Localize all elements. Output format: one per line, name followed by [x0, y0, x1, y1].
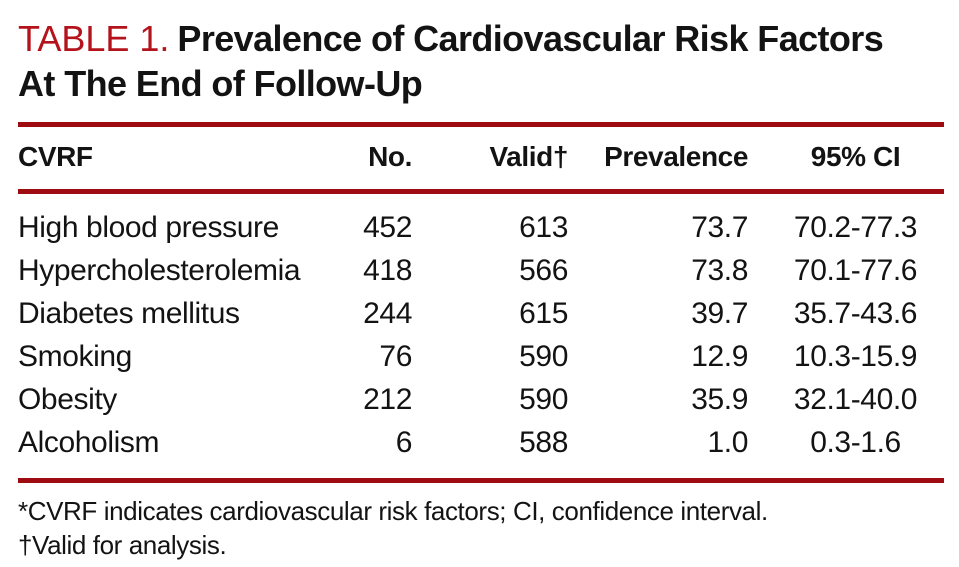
cell-risk-factor: Hypercholesterolemia: [18, 254, 301, 287]
table-row: Smoking 76 590 12.9 10.3-15.9: [18, 335, 944, 378]
footnotes: *CVRF indicates cardiovascular risk fact…: [18, 494, 944, 562]
title-line-1: TABLE 1. Prevalence of Cardiovascular Ris…: [18, 16, 944, 61]
table-number-label: TABLE 1.: [18, 18, 170, 59]
cell-ci: 70.1-77.6: [793, 254, 918, 287]
column-header-cvrf: CVRF: [18, 141, 93, 172]
table-row: Alcoholism 6 588 1.0 0.3-1.6: [18, 421, 944, 481]
cell-valid: 588: [519, 426, 568, 459]
cell-prevalence: 35.9: [691, 383, 748, 416]
cell-valid: 615: [519, 297, 568, 330]
column-header-no: No.: [368, 141, 412, 172]
cell-risk-factor: Obesity: [18, 383, 117, 416]
column-header-prevalence: Prevalence: [604, 141, 748, 172]
cell-ci: 35.7-43.6: [793, 297, 918, 330]
cell-ci: 32.1-40.0: [793, 383, 918, 416]
cell-no: 244: [363, 297, 412, 330]
cell-risk-factor: High blood pressure: [18, 211, 279, 244]
table-title: TABLE 1. Prevalence of Cardiovascular Ris…: [18, 16, 944, 106]
column-header-valid: Valid†: [489, 141, 568, 172]
cell-risk-factor: Alcoholism: [18, 426, 160, 459]
cell-no: 418: [363, 254, 412, 287]
cell-prevalence: 39.7: [691, 297, 748, 330]
cvrf-table: CVRF No. Valid† Prevalence 95% CI High b…: [18, 122, 944, 483]
cell-valid: 613: [519, 211, 568, 244]
cell-risk-factor: Diabetes mellitus: [18, 297, 240, 330]
cell-ci: 10.3-15.9: [793, 340, 918, 373]
table-row: High blood pressure 452 613 73.7 70.2-77…: [18, 192, 944, 250]
cell-prevalence: 12.9: [691, 340, 748, 373]
table-row: Diabetes mellitus 244 615 39.7 35.7-43.6: [18, 292, 944, 335]
cell-valid: 566: [519, 254, 568, 287]
cell-ci: 70.2-77.3: [793, 211, 918, 244]
cell-valid: 590: [519, 340, 568, 373]
cell-ci: 0.3-1.6: [810, 426, 901, 459]
cell-no: 452: [363, 211, 412, 244]
table-row: Obesity 212 590 35.9 32.1-40.0: [18, 378, 944, 421]
footnote-valid: †Valid for analysis.: [18, 530, 227, 560]
header-row: CVRF No. Valid† Prevalence 95% CI: [18, 124, 944, 192]
footnote-cvrf-ci: *CVRF indicates cardiovascular risk fact…: [18, 496, 768, 526]
cell-no: 212: [363, 383, 412, 416]
cell-prevalence: 73.7: [691, 211, 748, 244]
cell-risk-factor: Smoking: [18, 340, 132, 373]
table-row: Hypercholesterolemia 418 566 73.8 70.1-7…: [18, 249, 944, 292]
title-text-line1: Prevalence of Cardiovascular Risk Factor…: [177, 18, 884, 59]
cell-no: 76: [379, 340, 412, 373]
column-header-95ci: 95% CI: [810, 141, 901, 172]
cell-no: 6: [395, 426, 413, 459]
cell-valid: 590: [519, 383, 568, 416]
title-line-2: At The End of Follow-Up: [18, 63, 423, 104]
cell-prevalence: 1.0: [707, 426, 748, 459]
cell-prevalence: 73.8: [691, 254, 748, 287]
